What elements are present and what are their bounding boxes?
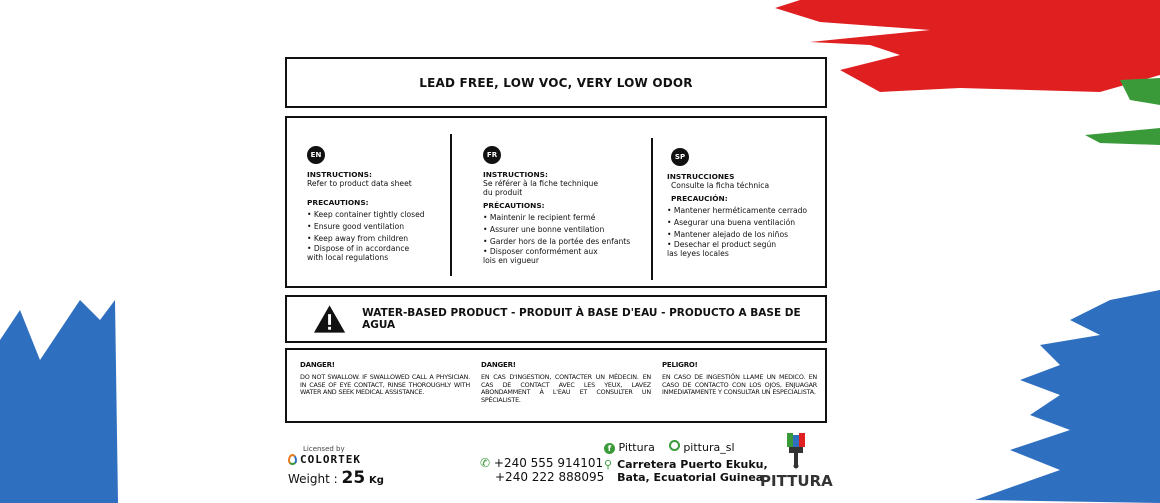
colortek-logo: COLORTEK xyxy=(288,453,384,466)
blue-stroke-right xyxy=(975,290,1160,503)
precautions-title: PRECAUTIONS: xyxy=(307,198,369,207)
phone-number[interactable]: +240 555 914101 xyxy=(493,456,604,470)
instagram-icon xyxy=(668,440,680,451)
precaution-item: Mantener herméticamente cerrado xyxy=(667,206,822,215)
instructions-title: INSTRUCCIONES xyxy=(667,172,735,181)
green-stroke xyxy=(1085,128,1160,145)
danger-title: DANGER! xyxy=(481,361,516,369)
precaution-item: Disposer conformément aux lois en vigueu… xyxy=(483,247,603,265)
address-line: Carretera Puerto Ekuku, xyxy=(617,458,768,471)
red-stroke xyxy=(775,0,1160,92)
weight-label: Weight : xyxy=(288,472,338,486)
divider xyxy=(651,138,653,280)
drop-icon xyxy=(288,454,297,465)
danger-text: DO NOT SWALLOW. IF SWALLOWED CALL A PHYS… xyxy=(300,373,470,397)
precaution-item: Garder hors de la portée des enfants xyxy=(483,237,638,246)
danger-text: EN CASO DE INGESTIÓN LLAME UN MEDICO. EN… xyxy=(662,373,817,397)
phones: ✆ +240 555 914101 +240 222 888095 xyxy=(480,456,604,484)
danger-column: DANGER! EN CAS D'INGESTION, CONTACTER UN … xyxy=(481,361,651,404)
licensor-name: COLORTEK xyxy=(300,453,361,466)
precaution-item: Mantener alejado de los niños xyxy=(667,230,822,239)
lang-column-fr: FR INSTRUCTIONS: Se référer à la fiche t… xyxy=(483,146,638,265)
lang-badge: FR xyxy=(483,146,501,164)
precaution-item: Asegurar una buena ventilación xyxy=(667,218,822,227)
precautions-title: PRÉCAUTIONS: xyxy=(483,201,545,210)
green-stroke xyxy=(1120,78,1160,105)
danger-text: EN CAS D'INGESTION, CONTACTER UN MÉDECIN… xyxy=(481,373,651,404)
brand-name: PITTURA xyxy=(760,472,833,490)
danger-box: DANGER! DO NOT SWALLOW. IF SWALLOWED CALL… xyxy=(285,348,827,423)
danger-column: DANGER! DO NOT SWALLOW. IF SWALLOWED CALL… xyxy=(300,361,470,397)
instructions-text: Refer to product data sheet xyxy=(307,179,412,188)
warning-triangle-icon xyxy=(313,305,346,333)
phone-icon: ✆ xyxy=(480,456,491,470)
headline: LEAD FREE, LOW VOC, VERY LOW ODOR xyxy=(419,75,693,90)
paintbrush-icon xyxy=(787,433,805,469)
lang-badge: SP xyxy=(671,148,689,166)
instructions-title: INSTRUCTIONS: xyxy=(307,170,372,179)
precaution-item: Keep away from children xyxy=(307,234,457,243)
danger-title: PELIGRO! xyxy=(662,361,698,369)
precaution-item: Keep container tightly closed xyxy=(307,210,457,219)
danger-title: DANGER! xyxy=(300,361,335,369)
instagram-handle[interactable]: pittura_sl xyxy=(683,441,735,454)
danger-column: PELIGRO! EN CASO DE INGESTIÓN LLAME UN ME… xyxy=(662,361,817,397)
precaution-item: Ensure good ventilation xyxy=(307,222,457,231)
lang-badge: EN xyxy=(307,146,325,164)
facebook-handle[interactable]: Pittura xyxy=(618,440,655,454)
weight: Weight : 25 Kg xyxy=(288,468,384,488)
instructions-text: Se référer à la fiche technique du produ… xyxy=(483,179,599,197)
location-pin-icon: ⚲ xyxy=(604,458,613,471)
address-line: Bata, Ecuatorial Guinea xyxy=(617,471,764,484)
weight-unit: Kg xyxy=(369,475,384,486)
instructions-title: INSTRUCTIONS: xyxy=(483,170,548,179)
precaution-item: Dispose of in accordance with local regu… xyxy=(307,244,422,262)
license-block: Licensed by COLORTEK Weight : 25 Kg xyxy=(288,445,384,488)
blue-stroke-left xyxy=(0,300,118,503)
facebook-icon: f xyxy=(604,442,615,454)
water-based-text: WATER-BASED PRODUCT - PRODUIT À BASE D'E… xyxy=(362,307,801,331)
contacts: f Pittura pittura_sl ⚲ Carretera Puerto … xyxy=(604,440,768,484)
licensed-by: Licensed by xyxy=(303,445,345,453)
water-based-box: WATER-BASED PRODUCT - PRODUIT À BASE D'E… xyxy=(285,295,827,343)
weight-value: 25 xyxy=(341,468,366,488)
headline-box: LEAD FREE, LOW VOC, VERY LOW ODOR xyxy=(285,57,827,108)
precautions-title: PRECAUCIÓN: xyxy=(671,194,728,203)
instructions-text: Consulte la ficha téchnica xyxy=(671,181,770,190)
divider xyxy=(450,134,452,276)
lang-column-sp: SP INSTRUCCIONES Consulte la ficha téchn… xyxy=(667,148,822,258)
precaution-item: Desechar el product según las leyes loca… xyxy=(667,240,787,258)
phone-number[interactable]: +240 222 888095 xyxy=(495,470,605,484)
precaution-item: Assurer une bonne ventilation xyxy=(483,225,638,234)
lang-column-en: EN INSTRUCTIONS: Refer to product data s… xyxy=(307,146,457,262)
precaution-item: Maintenir le recipient fermé xyxy=(483,213,638,222)
pittura-logo: PITTURA xyxy=(760,433,833,490)
instructions-box: EN INSTRUCTIONS: Refer to product data s… xyxy=(285,116,827,288)
